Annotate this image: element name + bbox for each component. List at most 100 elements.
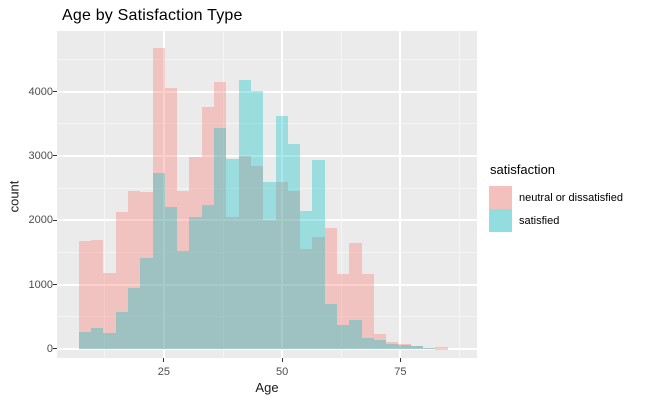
gridline-minor-x — [222, 31, 224, 358]
y-tick-mark — [53, 348, 57, 350]
y-tick-label: 3000 — [28, 149, 53, 162]
gridline-major-y — [57, 347, 477, 350]
bar-satisfied — [411, 346, 423, 349]
y-tick-mark — [53, 219, 57, 221]
bar-satisfied — [214, 127, 226, 349]
bar-neutral-or-dissatisfied — [263, 220, 276, 349]
y-tick-label: 2000 — [28, 214, 53, 227]
bar-satisfied — [276, 115, 288, 349]
bar-satisfied — [325, 303, 337, 349]
y-tick-mark — [53, 284, 57, 286]
bar-satisfied — [165, 207, 177, 349]
bar-neutral-or-dissatisfied — [128, 190, 140, 349]
gridline-minor-y — [57, 251, 477, 253]
bar-satisfied — [423, 348, 435, 349]
bar-neutral-or-dissatisfied — [103, 273, 116, 349]
gridline-major-y — [57, 219, 477, 222]
bar-neutral-or-dissatisfied — [177, 191, 189, 349]
bar-neutral-or-dissatisfied — [288, 191, 300, 349]
bar-satisfied — [337, 324, 349, 349]
bar-neutral-or-dissatisfied — [251, 165, 263, 349]
x-tick-mark — [163, 358, 165, 362]
y-tick-mark — [53, 155, 57, 157]
bar-satisfied — [91, 327, 103, 349]
bar-neutral-or-dissatisfied — [226, 217, 239, 349]
bar-satisfied — [103, 332, 116, 349]
legend-item: neutral or dissatisfied — [489, 186, 623, 209]
legend-item: satisfied — [489, 209, 623, 232]
bar-neutral-or-dissatisfied — [214, 81, 226, 349]
legend-swatch — [489, 209, 512, 232]
y-tick-mark — [53, 91, 57, 92]
bar-neutral-or-dissatisfied — [202, 106, 214, 349]
gridline-minor-x — [340, 31, 342, 358]
bar-neutral-or-dissatisfied — [276, 181, 288, 349]
gridline-major-x — [399, 31, 402, 358]
legend-item-label: neutral or dissatisfied — [519, 191, 623, 204]
gridline-minor-x — [104, 31, 106, 358]
bar-neutral-or-dissatisfied — [153, 47, 165, 349]
bar-satisfied — [386, 343, 398, 349]
y-tick-label: 4000 — [28, 85, 53, 98]
bar-satisfied — [79, 331, 91, 349]
gridline-minor-y — [57, 316, 477, 318]
gridline-major-y — [57, 283, 477, 286]
bar-neutral-or-dissatisfied — [140, 191, 153, 349]
bar-satisfied — [128, 288, 140, 349]
x-tick-label: 25 — [157, 366, 171, 378]
bar-neutral-or-dissatisfied — [362, 273, 374, 349]
legend-title: satisfaction — [490, 162, 556, 177]
legend-items: neutral or dissatisfied satisfied — [489, 186, 623, 232]
bar-neutral-or-dissatisfied — [398, 344, 411, 349]
bar-satisfied — [239, 79, 251, 349]
bar-neutral-or-dissatisfied — [411, 345, 423, 349]
x-tick-mark — [281, 358, 283, 362]
bar-satisfied — [226, 159, 239, 349]
bar-satisfied — [189, 217, 202, 349]
bar-neutral-or-dissatisfied — [189, 157, 202, 349]
y-tick-label: 0 — [46, 342, 53, 355]
chart-title: Age by Satisfaction Type — [62, 7, 243, 24]
bar-satisfied — [116, 311, 128, 349]
plot-panel — [57, 31, 477, 358]
legend-swatch — [489, 186, 512, 209]
gridline-minor-y — [57, 187, 477, 189]
bar-satisfied — [349, 320, 362, 349]
legend-key — [489, 186, 512, 209]
bar-satisfied — [177, 250, 189, 349]
bar-neutral-or-dissatisfied — [325, 227, 337, 349]
bar-neutral-or-dissatisfied — [91, 239, 103, 349]
bar-satisfied — [251, 90, 263, 349]
bar-neutral-or-dissatisfied — [300, 248, 312, 349]
legend-key — [489, 209, 512, 232]
bar-neutral-or-dissatisfied — [165, 87, 177, 349]
bar-satisfied — [398, 345, 411, 349]
bar-satisfied — [374, 339, 386, 349]
bar-satisfied — [362, 338, 374, 349]
bar-satisfied — [140, 258, 153, 349]
bar-neutral-or-dissatisfied — [349, 242, 362, 349]
x-axis-title: Age — [255, 380, 279, 395]
bar-neutral-or-dissatisfied — [116, 211, 128, 349]
gridline-minor-x — [459, 31, 460, 358]
gridline-major-x — [281, 31, 284, 358]
x-tick-mark — [399, 358, 401, 362]
gridline-major-y — [57, 90, 477, 93]
bar-satisfied — [202, 205, 214, 349]
bar-satisfied — [263, 181, 276, 349]
gridline-major-y — [57, 154, 477, 157]
gridline-major-x — [162, 31, 165, 358]
legend: satisfaction neutral or dissatisfied sati… — [489, 162, 623, 232]
x-tick-label: 50 — [276, 366, 289, 378]
bar-satisfied — [153, 173, 165, 349]
bar-neutral-or-dissatisfied — [337, 273, 349, 349]
gridline-minor-y — [57, 123, 477, 125]
bar-neutral-or-dissatisfied — [435, 346, 448, 349]
bar-neutral-or-dissatisfied — [423, 347, 435, 349]
bar-satisfied — [300, 210, 312, 349]
legend-item-label: satisfied — [519, 214, 560, 227]
y-tick-label: 1000 — [28, 278, 53, 291]
bar-neutral-or-dissatisfied — [79, 240, 91, 349]
bar-satisfied — [312, 160, 325, 349]
